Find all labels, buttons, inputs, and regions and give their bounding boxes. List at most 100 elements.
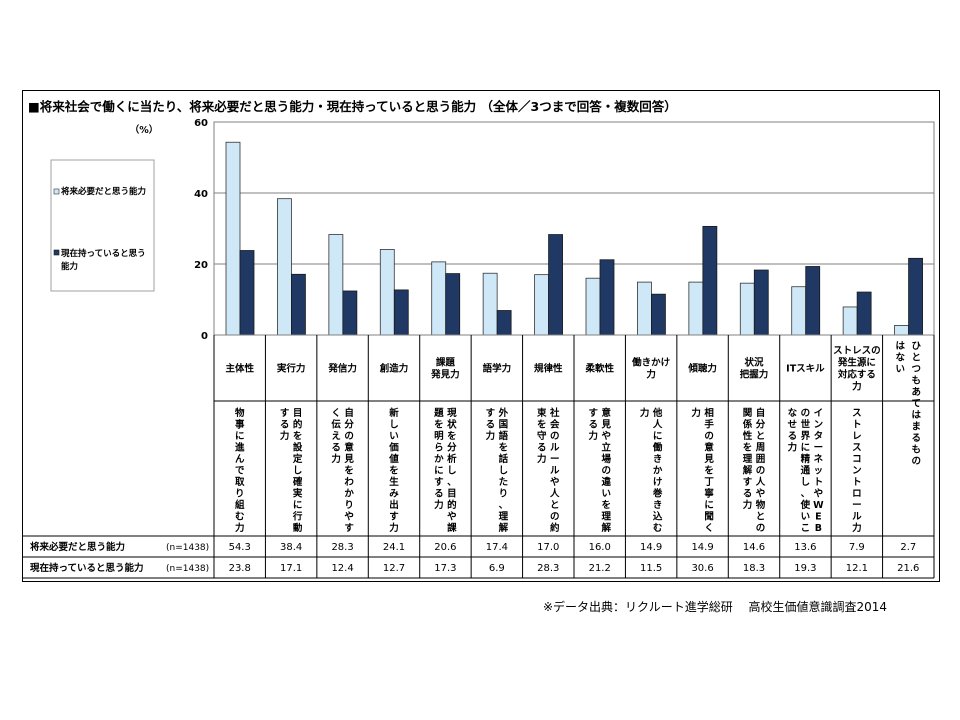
bar-series2 bbox=[651, 293, 666, 336]
category-description: る bbox=[537, 443, 547, 454]
data-value-label: 14.9 bbox=[640, 542, 662, 553]
category-description: ル bbox=[550, 443, 560, 454]
category-description: に bbox=[704, 500, 714, 511]
data-value-label: 17.3 bbox=[434, 563, 456, 574]
category-description: 価 bbox=[388, 442, 399, 454]
category-description: W bbox=[813, 500, 824, 511]
category-description: 聞 bbox=[704, 511, 714, 523]
category-description: 分 bbox=[447, 442, 457, 454]
category-description: 周 bbox=[756, 443, 766, 454]
category-description: 自 bbox=[756, 407, 766, 419]
category-description: し bbox=[447, 466, 457, 477]
category-label: は bbox=[912, 410, 922, 421]
category-label: 実行力 bbox=[277, 363, 306, 375]
data-value-label: 19.3 bbox=[794, 563, 816, 574]
category-description: 値 bbox=[388, 453, 399, 465]
category-description: を bbox=[344, 466, 354, 477]
bar-series1 bbox=[842, 306, 858, 336]
category-description: き bbox=[653, 454, 663, 465]
bar-series1 bbox=[534, 274, 549, 336]
bar-series1 bbox=[328, 234, 344, 336]
category-description: 事 bbox=[235, 419, 245, 431]
category-label: の bbox=[912, 456, 922, 467]
category-label: 発生源に bbox=[837, 357, 876, 369]
bar-series2 bbox=[239, 250, 255, 336]
category-description: 働 bbox=[652, 442, 663, 454]
category-description: E bbox=[815, 512, 822, 523]
category-description: ト bbox=[852, 477, 862, 488]
category-description: に bbox=[434, 466, 444, 477]
category-description: 人 bbox=[756, 476, 766, 488]
category-description: 束 bbox=[537, 407, 547, 419]
category-description: B bbox=[815, 523, 822, 534]
category-description: 自 bbox=[344, 407, 354, 419]
category-label: 力 bbox=[852, 381, 862, 393]
category-description: や bbox=[344, 512, 354, 523]
category-description: に bbox=[293, 500, 303, 511]
y-axis-unit: （%） bbox=[130, 124, 159, 136]
category-label: と bbox=[912, 353, 922, 364]
y-tick-label: 20 bbox=[194, 260, 208, 271]
category-description: 解 bbox=[499, 522, 509, 534]
category-description: 力 bbox=[235, 522, 245, 534]
category-description: す bbox=[434, 477, 444, 488]
category-description: 意 bbox=[601, 407, 611, 419]
category-description: の bbox=[704, 431, 714, 442]
category-description: り bbox=[235, 489, 245, 500]
category-description: 分 bbox=[756, 419, 766, 431]
y-tick-label: 40 bbox=[194, 189, 208, 200]
category-label: な bbox=[896, 353, 906, 364]
category-description: し bbox=[801, 477, 811, 488]
bar-series2 bbox=[753, 269, 769, 336]
category-description: す bbox=[344, 523, 354, 534]
category-description: す bbox=[743, 477, 753, 488]
data-value-label: 6.9 bbox=[489, 563, 505, 574]
data-value-label: 54.3 bbox=[229, 542, 251, 553]
category-description: る bbox=[434, 489, 444, 500]
category-description: り bbox=[344, 500, 354, 511]
category-label: ストレスの bbox=[833, 346, 881, 357]
category-description: 物 bbox=[756, 499, 766, 511]
category-description: く bbox=[331, 408, 341, 419]
category-label: 力 bbox=[646, 369, 656, 381]
category-description: 人 bbox=[653, 419, 663, 431]
category-description: や bbox=[550, 477, 560, 488]
category-description: 丁 bbox=[704, 477, 714, 488]
category-description: を bbox=[704, 466, 714, 477]
category-description: を bbox=[447, 431, 457, 442]
category-label: 創造力 bbox=[379, 363, 409, 375]
bar-series2 bbox=[291, 273, 306, 336]
category-description: す bbox=[588, 408, 598, 419]
category-description: 力 bbox=[743, 499, 753, 511]
category-description: く bbox=[704, 523, 714, 534]
data-value-label: 17.1 bbox=[280, 563, 302, 574]
bar-series1 bbox=[688, 281, 704, 336]
category-description: で bbox=[235, 466, 245, 477]
category-description: 実 bbox=[293, 488, 303, 500]
category-description: 、 bbox=[499, 500, 509, 511]
category-description: 他 bbox=[652, 407, 663, 419]
category-description: ル bbox=[550, 466, 560, 477]
category-description: る bbox=[743, 489, 753, 500]
category-description: ス bbox=[852, 408, 862, 419]
category-description: 意 bbox=[704, 442, 714, 454]
category-description: 見 bbox=[343, 454, 354, 465]
category-label: 語学力 bbox=[483, 363, 512, 375]
category-description: と bbox=[550, 500, 560, 511]
category-description: ロ bbox=[852, 489, 862, 500]
category-label: 対応する bbox=[837, 369, 876, 381]
category-description: 課 bbox=[447, 522, 457, 534]
category-description: や bbox=[447, 512, 457, 523]
category-description: 意 bbox=[344, 442, 354, 454]
category-description: ト bbox=[852, 420, 862, 431]
category-description: 力 bbox=[588, 430, 598, 442]
category-description: 新 bbox=[389, 407, 399, 419]
category-description: 、 bbox=[447, 477, 457, 488]
category-description: 力 bbox=[486, 430, 496, 442]
category-description: し bbox=[293, 466, 303, 477]
bar-series1 bbox=[894, 325, 909, 336]
category-description: 語 bbox=[499, 430, 509, 442]
category-description: ー bbox=[814, 443, 824, 454]
bar-series2 bbox=[393, 289, 409, 336]
